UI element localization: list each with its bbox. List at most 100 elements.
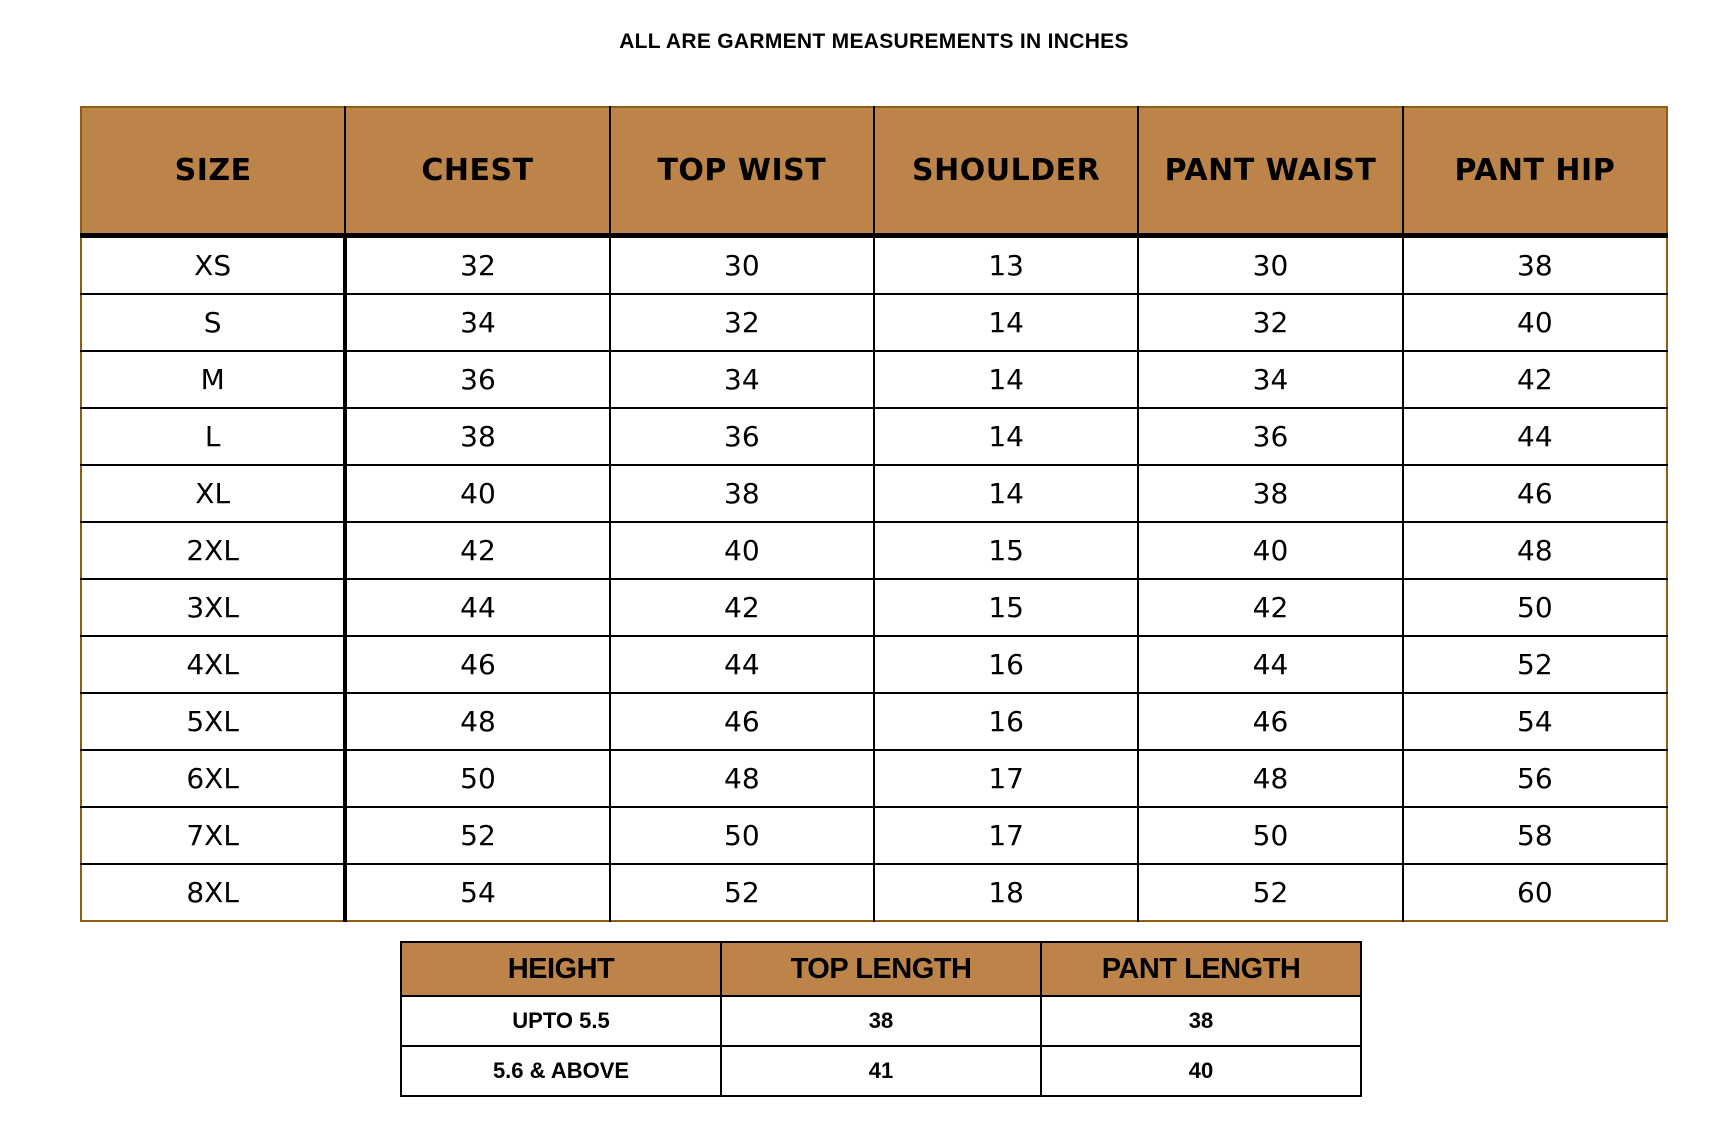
column-header: HEIGHT: [400, 941, 722, 997]
measurement-value: 32: [608, 293, 874, 351]
measurement-value: 34: [1137, 350, 1403, 408]
measurement-value: 48: [608, 749, 874, 807]
measurement-value: 40: [1040, 1045, 1362, 1097]
measurement-value: 17: [872, 749, 1139, 807]
measurement-value: 56: [1401, 749, 1667, 807]
measurement-value: 50: [343, 749, 610, 807]
measurement-value: 41: [720, 1045, 1042, 1097]
size-label: S: [81, 293, 346, 351]
measurement-value: 50: [1137, 806, 1403, 864]
measurement-value: 42: [343, 521, 610, 579]
measurement-value: 32: [1137, 293, 1403, 351]
measurement-value: 42: [1137, 578, 1403, 636]
measurement-value: 38: [1137, 464, 1403, 522]
measurement-value: 50: [608, 806, 874, 864]
measurement-value: 36: [608, 407, 874, 465]
measurement-value: 48: [343, 692, 610, 750]
measurement-value: 42: [1401, 350, 1667, 408]
height-label: UPTO 5.5: [400, 995, 722, 1047]
table-row: 5XL 48 46 16 46 54: [81, 692, 1667, 750]
size-label: M: [81, 350, 346, 408]
measurement-value: 40: [343, 464, 610, 522]
measurement-value: 32: [343, 235, 610, 294]
measurement-value: 30: [608, 235, 874, 294]
size-label: XS: [81, 235, 346, 294]
measurement-value: 46: [1137, 692, 1403, 750]
column-header: PANT WAIST: [1137, 107, 1403, 238]
measurement-value: 30: [1137, 235, 1403, 294]
measurement-value: 46: [608, 692, 874, 750]
measurement-value: 15: [872, 521, 1139, 579]
measurement-value: 46: [343, 635, 610, 693]
table-row: M 36 34 14 34 42: [81, 350, 1667, 408]
column-header: PANT HIP: [1401, 107, 1667, 238]
size-label: XL: [81, 464, 346, 522]
table-row: L 38 36 14 36 44: [81, 407, 1667, 465]
table-row: 4XL 46 44 16 44 52: [81, 635, 1667, 693]
garment-size-table: SIZE CHEST TOP WIST SHOULDER PANT WAIST PANT …: [80, 106, 1668, 922]
measurement-value: 44: [608, 635, 874, 693]
measurement-value: 54: [1401, 692, 1667, 750]
measurement-value: 58: [1401, 806, 1667, 864]
column-header: TOP WIST: [608, 107, 874, 238]
table-row: 7XL 52 50 17 50 58: [81, 806, 1667, 864]
table-row: XL 40 38 14 38 46: [81, 464, 1667, 522]
measurement-value: 36: [1137, 407, 1403, 465]
measurement-value: 54: [343, 863, 610, 921]
measurement-value: 40: [608, 521, 874, 579]
measurement-value: 38: [1040, 995, 1362, 1047]
table-row: 3XL 44 42 15 42 50: [81, 578, 1667, 636]
measurement-value: 36: [343, 350, 610, 408]
measurement-value: 16: [872, 692, 1139, 750]
column-header: SHOULDER: [872, 107, 1139, 238]
measurement-value: 44: [343, 578, 610, 636]
measurement-value: 17: [872, 806, 1139, 864]
measurement-value: 14: [872, 350, 1139, 408]
size-label: 7XL: [81, 806, 346, 864]
garment-size-table-body: XS 32 30 13 30 38 S 34 32 14 32 40 M 36 34 14 34 42 L 38 36 1…: [81, 235, 1667, 921]
column-header: TOP LENGTH: [720, 941, 1042, 997]
measurement-value: 46: [1401, 464, 1667, 522]
table-row: 2XL 42 40 15 40 48: [81, 521, 1667, 579]
height-label: 5.6 & ABOVE: [400, 1045, 722, 1097]
measurement-value: 52: [343, 806, 610, 864]
size-label: 8XL: [81, 863, 346, 921]
table-row: UPTO 5.5 38 38: [400, 995, 1362, 1047]
column-header: CHEST: [344, 107, 610, 238]
measurement-value: 60: [1401, 863, 1667, 921]
measurement-value: 44: [1401, 407, 1667, 465]
table-row: 8XL 54 52 18 52 60: [81, 863, 1667, 921]
header-row: SIZE CHEST TOP WIST SHOULDER PANT WAIST PANT …: [81, 107, 1667, 238]
measurement-value: 14: [872, 407, 1139, 465]
measurement-value: 14: [872, 464, 1139, 522]
column-header: SIZE: [81, 107, 346, 238]
table-row: S 34 32 14 32 40: [81, 293, 1667, 351]
measurement-value: 18: [872, 863, 1139, 921]
column-header: PANT LENGTH: [1040, 941, 1362, 997]
measurement-value: 52: [1137, 863, 1403, 921]
table-row: XS 32 30 13 30 38: [81, 235, 1667, 294]
measurement-value: 16: [872, 635, 1139, 693]
measurement-value: 38: [1401, 235, 1667, 294]
height-length-table-body: UPTO 5.5 38 38 5.6 & ABOVE 41 40: [400, 995, 1362, 1097]
height-length-table-header: HEIGHT TOP LENGTH PANT LENGTH: [400, 941, 1362, 997]
measurement-value: 38: [343, 407, 610, 465]
measurement-value: 38: [608, 464, 874, 522]
measurement-value: 42: [608, 578, 874, 636]
measurement-value: 50: [1401, 578, 1667, 636]
size-label: 5XL: [81, 692, 346, 750]
table-row: 5.6 & ABOVE 41 40: [400, 1045, 1362, 1097]
measurement-value: 14: [872, 293, 1139, 351]
garment-size-table-header: SIZE CHEST TOP WIST SHOULDER PANT WAIST PANT …: [81, 107, 1667, 238]
header-row: HEIGHT TOP LENGTH PANT LENGTH: [400, 941, 1362, 997]
measurement-value: 15: [872, 578, 1139, 636]
measurement-value: 48: [1137, 749, 1403, 807]
measurement-value: 34: [608, 350, 874, 408]
page-title: ALL ARE GARMENT MEASUREMENTS IN INCHES: [619, 30, 1129, 53]
size-label: 4XL: [81, 635, 346, 693]
size-label: 3XL: [81, 578, 346, 636]
measurement-value: 48: [1401, 521, 1667, 579]
measurement-value: 40: [1137, 521, 1403, 579]
measurement-value: 44: [1137, 635, 1403, 693]
measurement-value: 38: [720, 995, 1042, 1047]
